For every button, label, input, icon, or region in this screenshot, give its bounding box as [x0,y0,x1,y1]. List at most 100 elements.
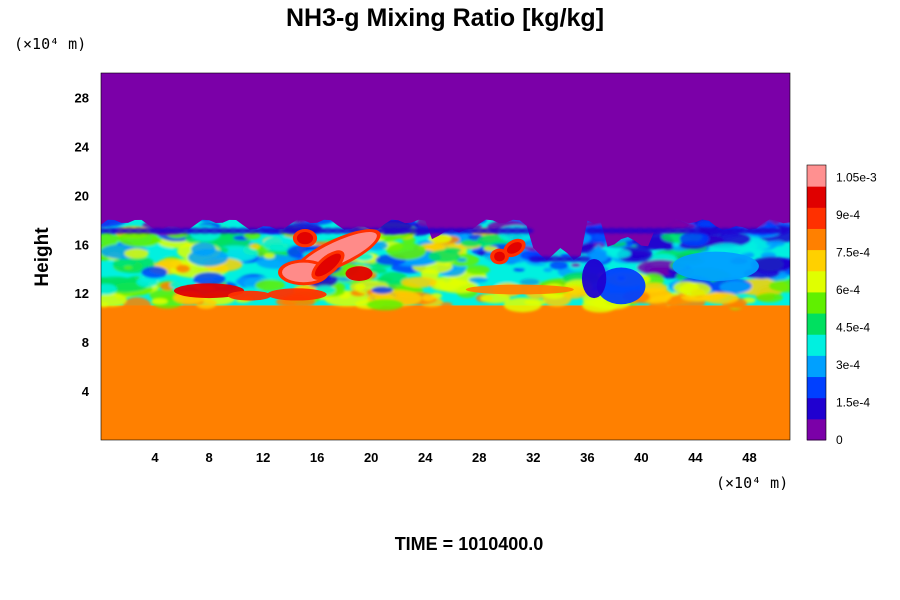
field-cell [606,249,631,259]
plume [465,284,574,295]
field-cell [386,242,427,260]
field-cell [420,269,439,280]
field-cell [480,293,511,304]
colorbar-swatch [807,291,826,314]
x-tick-label: 36 [580,450,594,465]
plume [596,267,646,305]
field-cell [123,265,133,270]
field-cell [136,276,158,288]
field-cell [571,263,581,268]
field-cell [756,292,783,303]
field-cell [401,276,437,288]
x-tick-label: 44 [688,450,703,465]
field-cell [719,280,752,294]
x-tick-label: 48 [742,450,756,465]
colorbar-tick-label: 1.05e-3 [836,171,877,185]
y-axis-label: Height [32,227,53,287]
y-unit-label: (×10⁴ m) [14,35,86,53]
x-unit-label: (×10⁴ m) [716,474,788,492]
field-cell [465,265,490,275]
field-cell [543,267,553,272]
field-cell [447,279,468,287]
layer-top-edge-fill [101,73,790,261]
field-cell [456,257,467,262]
y-tick-label: 28 [75,90,89,105]
colorbar-swatch [807,207,826,229]
field-cell [193,272,226,287]
colorbar-swatch [807,186,826,208]
plume [314,253,341,277]
colorbar-tick-label: 7.5e-4 [836,246,870,260]
field-cell [468,276,488,283]
field-cell [101,293,127,307]
colorbar-tick-label: 0 [836,433,843,447]
x-tick-label: 4 [151,450,159,465]
colorbar-swatch [807,334,826,356]
field-cell [549,260,569,270]
field-cell [249,243,261,250]
colorbar-tick-label: 6e-4 [836,283,860,297]
band-cell [576,255,591,262]
field-cell [366,298,404,311]
field-cell [766,240,785,247]
band-cell [774,227,789,234]
field-cell [141,266,168,279]
field-cell [255,279,285,292]
colorbar-tick-label: 4.5e-4 [836,321,870,335]
field-cell [697,231,751,248]
field-cell [176,264,191,273]
y-tick-label: 8 [82,335,89,350]
band-cell [519,227,534,234]
colorbar-swatch [807,270,826,293]
plume [506,242,522,254]
field-cell [681,249,692,256]
field-cell [101,283,118,295]
x-tick-labels: 4 8 12 16 20 24 28 32 36 40 44 48 [151,450,756,465]
y-tick-label: 20 [75,188,89,203]
colorbar-tick-label: 3e-4 [836,358,860,372]
plot-area [101,73,790,440]
field-cell [640,282,668,293]
y-tick-label: 16 [75,237,89,252]
y-tick-label: 24 [75,139,90,154]
colorbar-swatch [807,397,826,420]
x-tick-label: 8 [205,450,212,465]
colorbar-swatch [807,228,826,251]
field-cell [702,292,739,304]
field-cell [349,282,366,291]
field-cell [679,282,712,297]
plot-frame [100,72,791,441]
field-cell [768,279,790,293]
layer-top-edge [101,73,790,261]
colorbar-tick-label: 9e-4 [836,208,860,222]
field-cell [750,256,790,273]
field-cell [421,294,435,302]
chart-title: NH3-g Mixing Ratio [kg/kg] [286,4,604,32]
x-tick-label: 28 [472,450,486,465]
field-cell [460,239,482,247]
colorbar-frame [806,164,827,441]
colorbar [806,164,827,441]
x-tick-label: 24 [418,450,433,465]
colorbar-swatch [807,355,826,378]
field-cell [519,278,540,286]
field-cell [122,297,151,314]
field-cell [262,235,299,252]
plume [267,288,327,301]
colorbar-swatch [807,376,826,399]
field-cell [428,249,461,263]
field-cell [440,302,453,308]
lower-region [101,305,790,440]
y-tick-label: 12 [75,286,89,301]
plume [494,251,505,262]
x-tick-label: 20 [364,450,378,465]
colorbar-tick-labels: 0 1.5e-4 3e-4 4.5e-4 6e-4 7.5e-4 9e-4 1.05e-3 [836,171,877,448]
y-tick-label: 4 [82,384,90,399]
plumes [173,229,759,305]
time-label: TIME = 1010400.0 [395,534,544,554]
field-cell [151,298,168,305]
colorbar-swatch [807,313,826,335]
plume [296,232,314,245]
field-cell [371,286,393,294]
